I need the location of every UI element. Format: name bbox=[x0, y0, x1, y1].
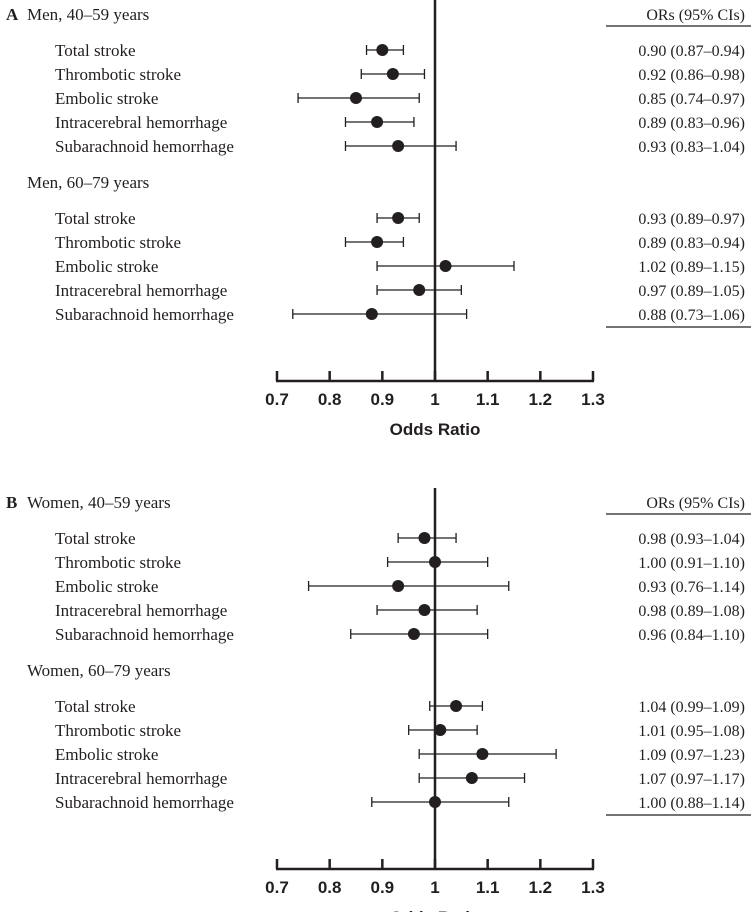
odds-ratio-point bbox=[386, 68, 399, 80]
outcome-label: Thrombotic stroke bbox=[55, 553, 181, 572]
ci-value-text: 0.88 (0.73–1.06) bbox=[638, 307, 745, 324]
outcome-label: Embolic stroke bbox=[55, 89, 158, 108]
x-tick-label: 0.9 bbox=[371, 390, 395, 409]
odds-ratio-point bbox=[392, 140, 405, 152]
ci-value-text: 1.02 (0.89–1.15) bbox=[638, 259, 745, 276]
ci-value-text: 1.07 (0.97–1.17) bbox=[638, 771, 745, 788]
x-tick-label: 1.2 bbox=[529, 390, 553, 409]
ci-value-text: 1.09 (0.97–1.23) bbox=[638, 747, 745, 764]
outcome-label: Subarachnoid hemorrhage bbox=[55, 137, 234, 156]
ci-value-text: 0.93 (0.89–0.97) bbox=[638, 211, 745, 228]
group-heading: Men, 60–79 years bbox=[27, 173, 149, 192]
x-tick-label: 1 bbox=[430, 390, 439, 409]
x-tick-label: 0.7 bbox=[265, 390, 289, 409]
ci-value-text: 1.04 (0.99–1.09) bbox=[638, 699, 745, 716]
outcome-label: Thrombotic stroke bbox=[55, 233, 181, 252]
ci-value-text: 0.97 (0.89–1.05) bbox=[638, 283, 745, 300]
odds-ratio-point bbox=[418, 532, 431, 544]
ci-value-text: 1.00 (0.91–1.10) bbox=[638, 555, 745, 572]
panel-label: A bbox=[6, 5, 19, 24]
odds-ratio-point bbox=[439, 260, 452, 272]
outcome-label: Subarachnoid hemorrhage bbox=[55, 625, 234, 644]
outcome-label: Subarachnoid hemorrhage bbox=[55, 305, 234, 324]
ci-value-text: 0.98 (0.93–1.04) bbox=[638, 531, 745, 548]
ci-value-text: 0.89 (0.83–0.94) bbox=[638, 235, 745, 252]
outcome-label: Intracerebral hemorrhage bbox=[55, 281, 227, 300]
outcome-label: Intracerebral hemorrhage bbox=[55, 769, 227, 788]
x-tick-label: 1.3 bbox=[581, 878, 605, 897]
outcome-label: Subarachnoid hemorrhage bbox=[55, 793, 234, 812]
odds-ratio-point bbox=[392, 580, 405, 592]
outcome-label: Total stroke bbox=[55, 529, 135, 548]
ci-value-text: 0.96 (0.84–1.10) bbox=[638, 627, 745, 644]
ci-value-text: 0.90 (0.87–0.94) bbox=[638, 43, 745, 60]
odds-ratio-point bbox=[371, 236, 384, 248]
odds-ratio-point bbox=[429, 556, 441, 568]
x-tick-label: 1.1 bbox=[476, 390, 500, 409]
odds-ratio-point bbox=[413, 284, 426, 296]
ci-value-text: 0.92 (0.86–0.98) bbox=[638, 67, 745, 84]
x-tick-label: 1.3 bbox=[581, 390, 605, 409]
x-tick-label: 1.1 bbox=[476, 878, 500, 897]
ci-column-header: ORs (95% CIs) bbox=[646, 495, 745, 512]
odds-ratio-point bbox=[434, 724, 447, 736]
odds-ratio-point bbox=[418, 604, 431, 616]
ci-value-text: 0.98 (0.89–1.08) bbox=[638, 603, 745, 620]
group-heading: Women, 60–79 years bbox=[27, 661, 171, 680]
outcome-label: Intracerebral hemorrhage bbox=[55, 601, 227, 620]
outcome-label: Total stroke bbox=[55, 209, 135, 228]
odds-ratio-point bbox=[450, 700, 463, 712]
ci-column-header: ORs (95% CIs) bbox=[646, 7, 745, 24]
odds-ratio-point bbox=[407, 628, 420, 640]
ci-value-text: 1.00 (0.88–1.14) bbox=[638, 795, 745, 812]
ci-value-text: 0.89 (0.83–0.96) bbox=[638, 115, 745, 132]
outcome-label: Embolic stroke bbox=[55, 257, 158, 276]
outcome-label: Thrombotic stroke bbox=[55, 721, 181, 740]
odds-ratio-point bbox=[350, 92, 362, 104]
odds-ratio-point bbox=[365, 308, 378, 320]
odds-ratio-point bbox=[371, 116, 384, 128]
ci-value-text: 0.85 (0.74–0.97) bbox=[638, 91, 745, 108]
ci-value-text: 0.93 (0.76–1.14) bbox=[638, 579, 745, 596]
odds-ratio-point bbox=[376, 44, 389, 56]
outcome-label: Embolic stroke bbox=[55, 577, 158, 596]
panel-label: B bbox=[6, 493, 17, 512]
x-tick-label: 0.8 bbox=[318, 390, 342, 409]
group-heading: Men, 40–59 years bbox=[27, 5, 149, 24]
group-heading: Women, 40–59 years bbox=[27, 493, 171, 512]
x-tick-label: 0.9 bbox=[371, 878, 395, 897]
x-tick-label: 0.7 bbox=[265, 878, 289, 897]
x-tick-label: 1 bbox=[430, 878, 439, 897]
outcome-label: Embolic stroke bbox=[55, 745, 158, 764]
ci-value-text: 0.93 (0.83–1.04) bbox=[638, 139, 745, 156]
x-tick-label: 1.2 bbox=[529, 878, 553, 897]
outcome-label: Intracerebral hemorrhage bbox=[55, 113, 227, 132]
odds-ratio-point bbox=[392, 212, 405, 224]
outcome-label: Thrombotic stroke bbox=[55, 65, 181, 84]
outcome-label: Total stroke bbox=[55, 41, 135, 60]
x-axis-title: Odds Ratio bbox=[390, 908, 481, 912]
odds-ratio-point bbox=[476, 748, 489, 760]
outcome-label: Total stroke bbox=[55, 697, 135, 716]
x-tick-label: 0.8 bbox=[318, 878, 342, 897]
ci-value-text: 1.01 (0.95–1.08) bbox=[638, 723, 745, 740]
odds-ratio-point bbox=[429, 796, 441, 808]
odds-ratio-point bbox=[465, 772, 478, 784]
x-axis-title: Odds Ratio bbox=[390, 420, 481, 439]
